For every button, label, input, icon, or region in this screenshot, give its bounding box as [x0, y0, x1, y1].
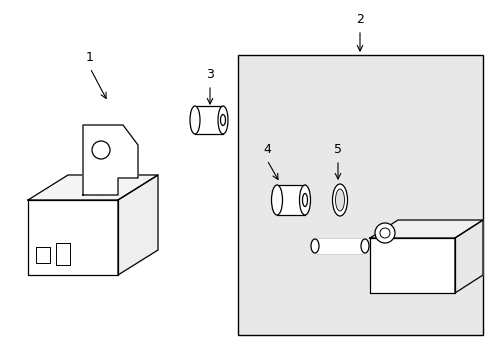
Ellipse shape: [360, 239, 368, 253]
Circle shape: [374, 223, 394, 243]
Polygon shape: [314, 239, 364, 253]
Polygon shape: [276, 185, 305, 215]
Text: 4: 4: [263, 143, 270, 156]
Bar: [238, 55, 482, 335]
Ellipse shape: [310, 239, 318, 253]
Ellipse shape: [332, 184, 347, 216]
Ellipse shape: [190, 106, 200, 134]
Polygon shape: [36, 247, 50, 263]
Text: 5: 5: [333, 143, 341, 156]
Polygon shape: [28, 175, 158, 200]
Ellipse shape: [299, 185, 310, 215]
Polygon shape: [454, 220, 482, 293]
Ellipse shape: [271, 185, 282, 215]
Ellipse shape: [335, 189, 344, 211]
Polygon shape: [118, 175, 158, 275]
Polygon shape: [83, 125, 138, 195]
Text: 1: 1: [86, 51, 94, 64]
Polygon shape: [28, 200, 118, 275]
Polygon shape: [195, 106, 223, 134]
Ellipse shape: [218, 106, 227, 134]
Text: 3: 3: [205, 68, 214, 81]
Ellipse shape: [220, 114, 225, 126]
Polygon shape: [369, 220, 482, 238]
Ellipse shape: [302, 194, 307, 207]
Polygon shape: [56, 243, 70, 265]
Text: 2: 2: [355, 13, 363, 26]
Polygon shape: [369, 238, 454, 293]
